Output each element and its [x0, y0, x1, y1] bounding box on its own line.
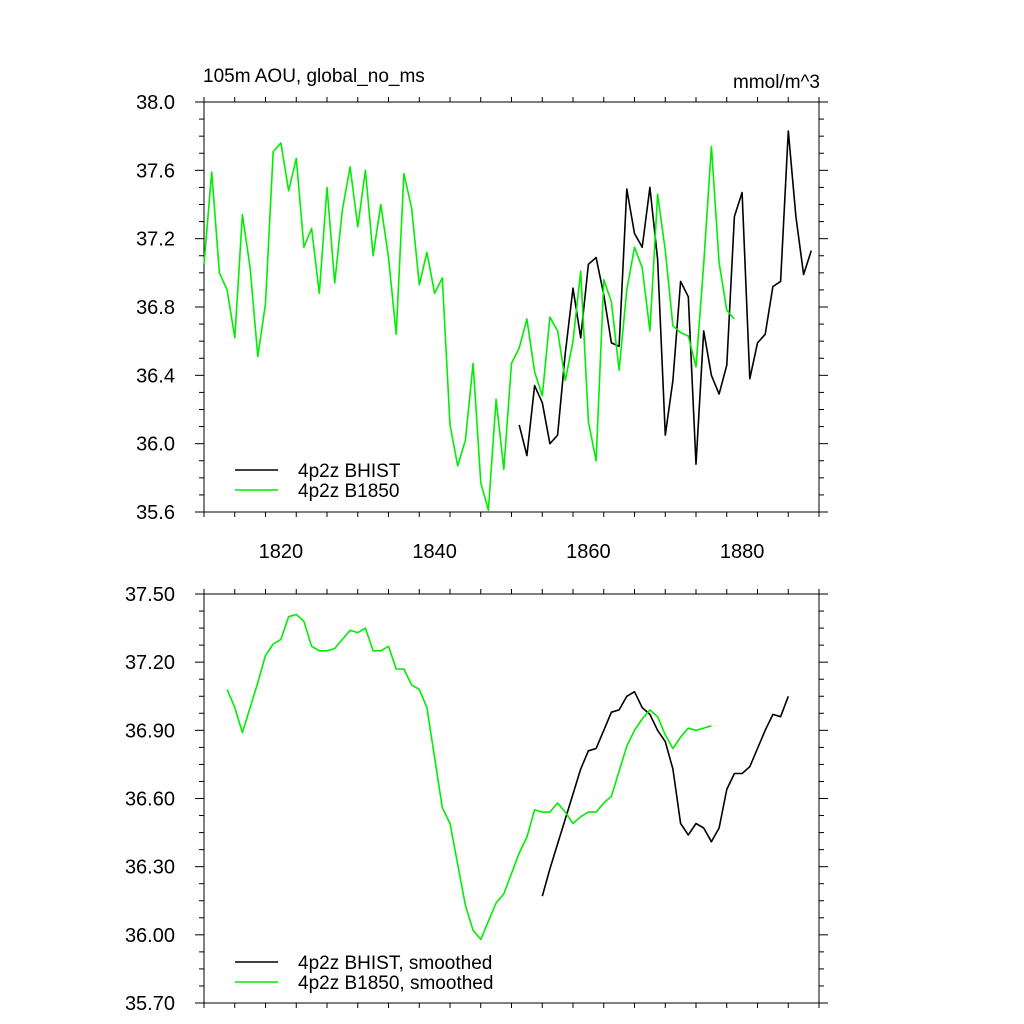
- y-tick-label: 38.0: [136, 92, 175, 114]
- y-tick-label: 36.8: [136, 297, 175, 319]
- y-tick-label: 36.90: [125, 720, 175, 742]
- y-tick-label: 36.00: [125, 925, 175, 947]
- series-line: [518, 130, 813, 466]
- series-line: [226, 613, 712, 941]
- x-tick-label: 1880: [720, 541, 765, 563]
- chart-units: mmol/m^3: [733, 72, 820, 93]
- series-line: [203, 142, 735, 512]
- legend-label: 4p2z B1850, smoothed: [298, 973, 493, 994]
- legend-label: 4p2z B1850: [298, 481, 399, 502]
- y-tick-label: 36.4: [136, 365, 175, 387]
- x-tick-label: 1860: [566, 541, 611, 563]
- plot-frame: [203, 593, 820, 1004]
- y-tick-label: 35.70: [125, 993, 175, 1015]
- top-chart-panel: 105m AOU, global_no_ms mmol/m^3 35.6 36.0…: [136, 66, 828, 563]
- chart-title: 105m AOU, global_no_ms: [203, 66, 425, 87]
- y-tick-label: 37.6: [136, 160, 175, 182]
- y-tick-label: 36.60: [125, 789, 175, 811]
- y-tick-label: 36.0: [136, 434, 175, 456]
- y-tick-label: 37.50: [125, 584, 175, 606]
- legend-label: 4p2z BHIST, smoothed: [298, 953, 492, 974]
- y-tick-label: 37.20: [125, 652, 175, 674]
- y-tick-label: 37.2: [136, 229, 175, 251]
- y-tick-label: 36.30: [125, 857, 175, 879]
- x-tick-label: 1820: [259, 541, 304, 563]
- x-tick-label: 1840: [412, 541, 457, 563]
- legend-label: 4p2z BHIST: [298, 461, 401, 482]
- bottom-chart-panel: 35.70 36.00 36.30 36.60 36.90 37.20 37.50 4p2z …: [125, 584, 828, 1015]
- y-tick-label: 35.6: [136, 502, 175, 524]
- series-line: [541, 690, 790, 897]
